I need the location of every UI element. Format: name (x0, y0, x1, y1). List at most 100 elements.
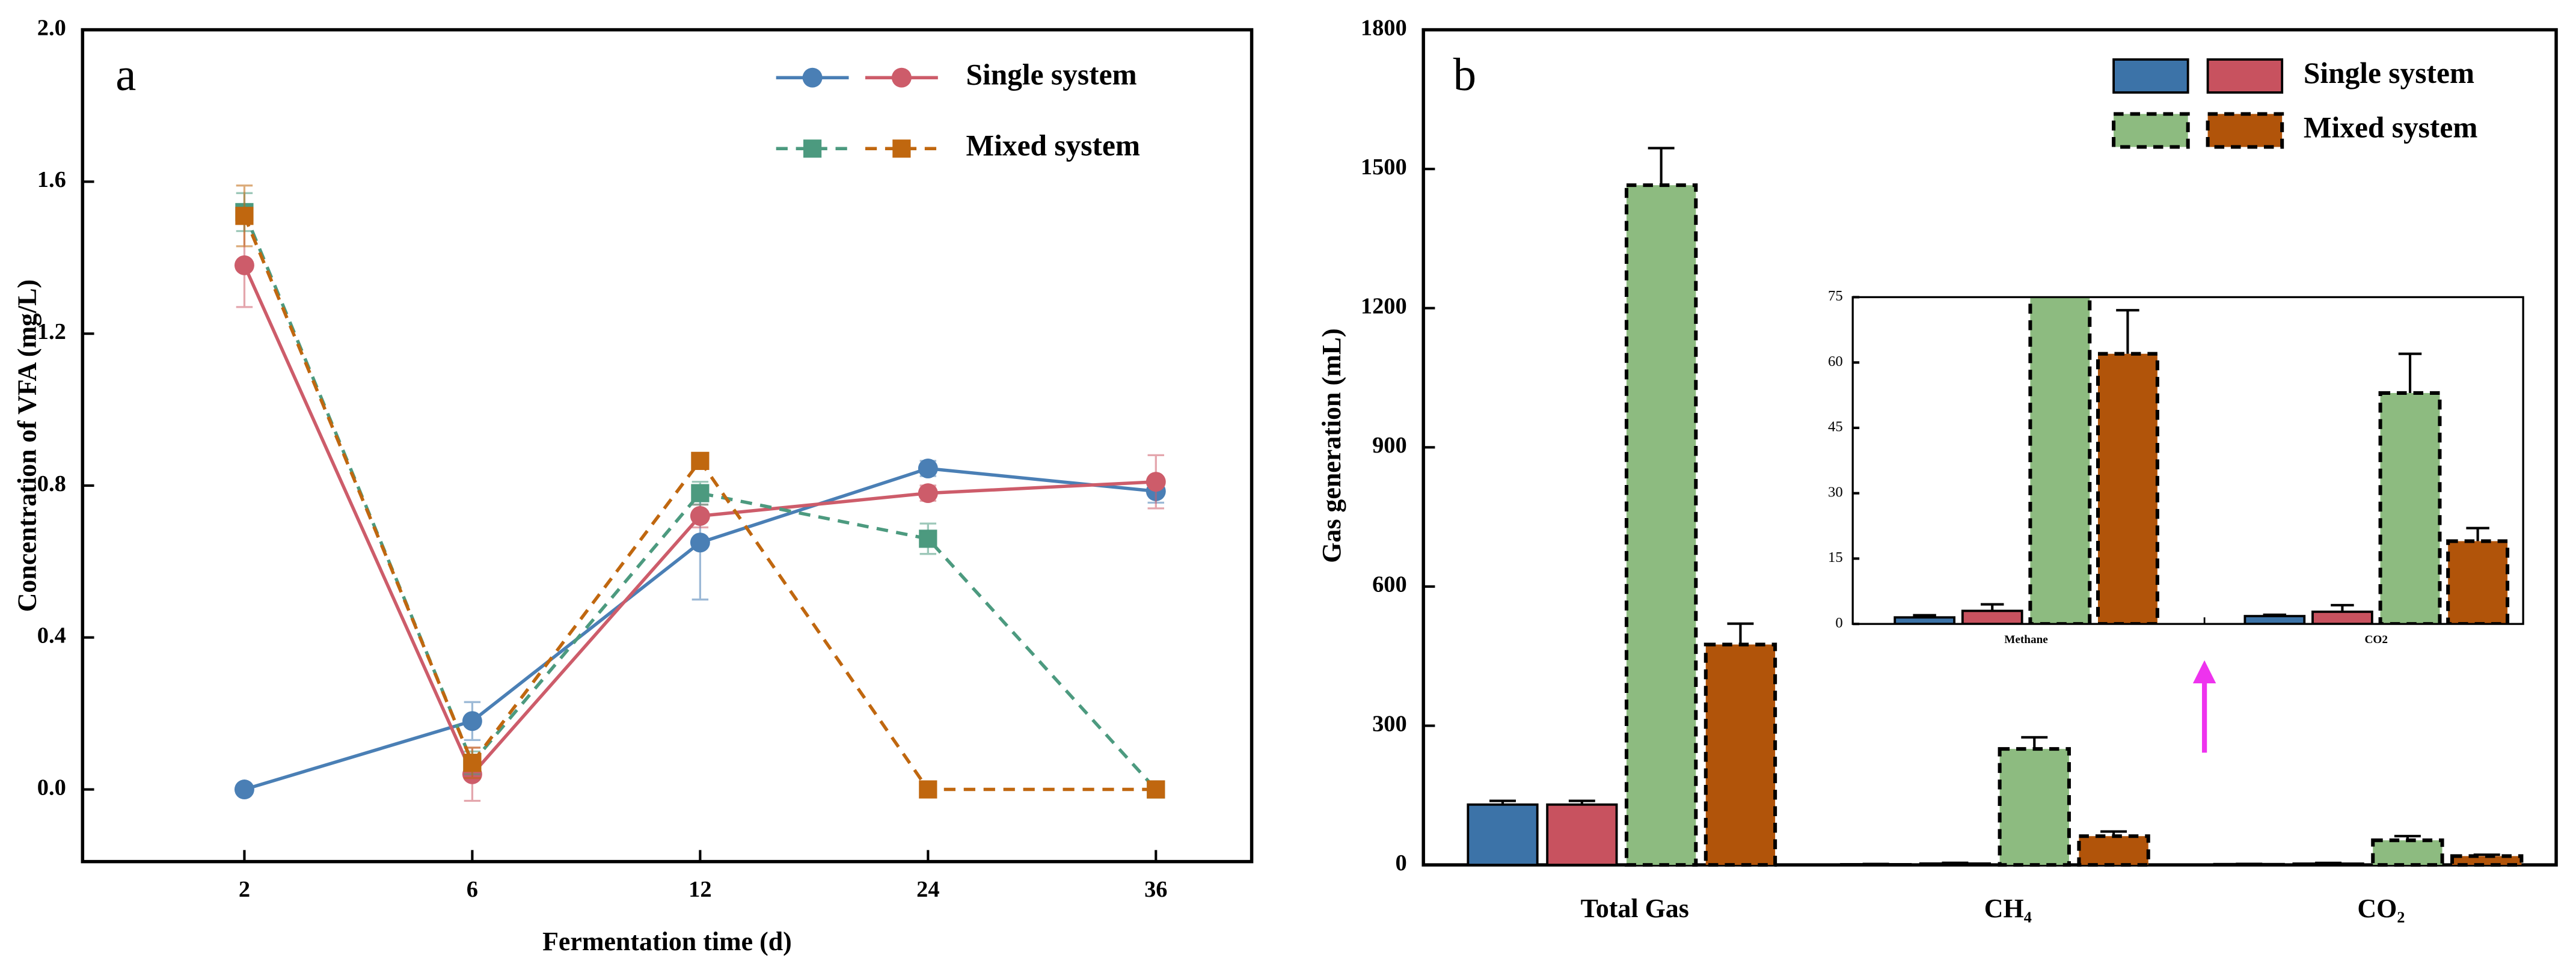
y-tick-label: 0 (1835, 615, 1842, 631)
bar (2243, 615, 2306, 624)
x-tick-label: CO₂ (2357, 894, 2405, 923)
x-tick-label: CH₄ (1984, 894, 2032, 923)
error-bar (2021, 736, 2048, 749)
bar (2311, 610, 2373, 624)
marker (462, 711, 482, 731)
error-bar (2331, 603, 2354, 612)
error-bar (1942, 861, 1969, 864)
y-tick-label: 1.2 (37, 319, 66, 344)
marker (234, 779, 254, 800)
bar (2096, 352, 2159, 624)
y-tick-label: 0.8 (37, 471, 66, 496)
bar (2450, 854, 2524, 867)
panel-label: b (1453, 49, 1476, 100)
plot-frame-a (81, 28, 1254, 864)
marker (234, 255, 254, 275)
bar (1998, 747, 2071, 867)
y-tick-label: 2.0 (37, 15, 66, 40)
error-bar (1981, 603, 2004, 611)
marker (1145, 472, 1166, 492)
y-tick-label: 1500 (1361, 154, 1407, 180)
legend-label: Single system (966, 58, 1137, 91)
error-bar (2398, 352, 2422, 393)
inset-bars (1894, 297, 2510, 624)
bar (2378, 391, 2442, 624)
inset-x-tick-label: Methane (2004, 633, 2048, 646)
marker (691, 451, 710, 470)
marker (463, 754, 482, 772)
error-bar (2473, 853, 2500, 856)
bar (2028, 297, 2092, 624)
error-bar (2394, 835, 2421, 841)
y-tick-label: 0.4 (37, 623, 66, 648)
x-tick-label: 12 (688, 877, 711, 902)
legend-swatch (2112, 112, 2190, 149)
marker (690, 506, 710, 526)
legend-swatch (2206, 112, 2284, 149)
marker (235, 207, 254, 225)
y-tick-label: 300 (1372, 711, 1407, 736)
marks: 0.0 0.4 0.8 1.2 1.6 2.0 2 6 12 24 36 Single system M… (37, 15, 2524, 923)
bar (1546, 803, 1618, 867)
legend-marker (803, 139, 822, 158)
series-line (242, 211, 1158, 791)
marker (690, 532, 710, 553)
y-axis-label: Concentration of VFA (mg/L) (13, 279, 42, 612)
panel-label: a (115, 49, 136, 100)
error-bar (2116, 309, 2139, 354)
legend-swatch (2206, 58, 2284, 94)
arrow-head (2192, 660, 2216, 684)
error-bar (2466, 526, 2489, 541)
error-bar (1913, 614, 1936, 618)
error-bar (1489, 799, 1516, 805)
error-bar (1648, 147, 1675, 186)
y-tick-label: 900 (1372, 433, 1407, 458)
inset-frame (1851, 296, 2524, 625)
error-bar (2315, 861, 2342, 864)
error-bar (1568, 799, 1595, 805)
y-tick-label: 45 (1828, 419, 1843, 435)
legend-marker (891, 67, 912, 88)
y-tick-label: 600 (1372, 572, 1407, 597)
marker (918, 459, 938, 478)
legend-label: Mixed system (2304, 111, 2478, 144)
y-tick-label: 60 (1828, 353, 1843, 370)
marker (1147, 780, 1165, 799)
x-tick-label: 24 (916, 877, 939, 902)
bar (2446, 539, 2510, 624)
legend-marker (892, 139, 911, 158)
x-tick-label: 6 (467, 877, 478, 902)
y-tick-label: 1800 (1361, 15, 1407, 40)
x-axis-label: Fermentation time (d) (542, 927, 792, 956)
error-bar (2100, 830, 2127, 837)
y-tick-label: 1.6 (37, 167, 66, 192)
y-tick-label: 0.0 (37, 775, 66, 800)
bar (1467, 803, 1539, 867)
bar (1961, 609, 2023, 624)
error-bar (1727, 622, 1754, 645)
y-tick-label: 30 (1828, 484, 1843, 500)
x-tick-label: 36 (1144, 877, 1167, 902)
legend-label: Single system (2304, 56, 2474, 90)
bar (2371, 838, 2444, 867)
legend-label: Mixed system (966, 129, 1141, 162)
legend-swatch (2112, 58, 2189, 94)
marker (919, 529, 937, 548)
y-axis-label: Gas generation (mL) (1317, 328, 1346, 563)
bar (1704, 642, 1777, 867)
y-tick-label: 75 (1828, 288, 1843, 304)
bar (1624, 183, 1698, 867)
inset-x-tick-label: CO2 (2364, 633, 2387, 646)
x-tick-label: Total Gas (1581, 894, 1689, 923)
y-tick-label: 1200 (1361, 294, 1407, 319)
marker (691, 484, 710, 502)
x-tick-label: 2 (239, 877, 250, 902)
error-bar (2263, 613, 2287, 617)
y-tick-label: 15 (1828, 549, 1843, 566)
marker (919, 780, 937, 799)
legend-marker (802, 67, 823, 88)
marker (918, 483, 938, 504)
bar (2077, 834, 2150, 867)
y-tick-label: 0 (1396, 850, 1407, 876)
